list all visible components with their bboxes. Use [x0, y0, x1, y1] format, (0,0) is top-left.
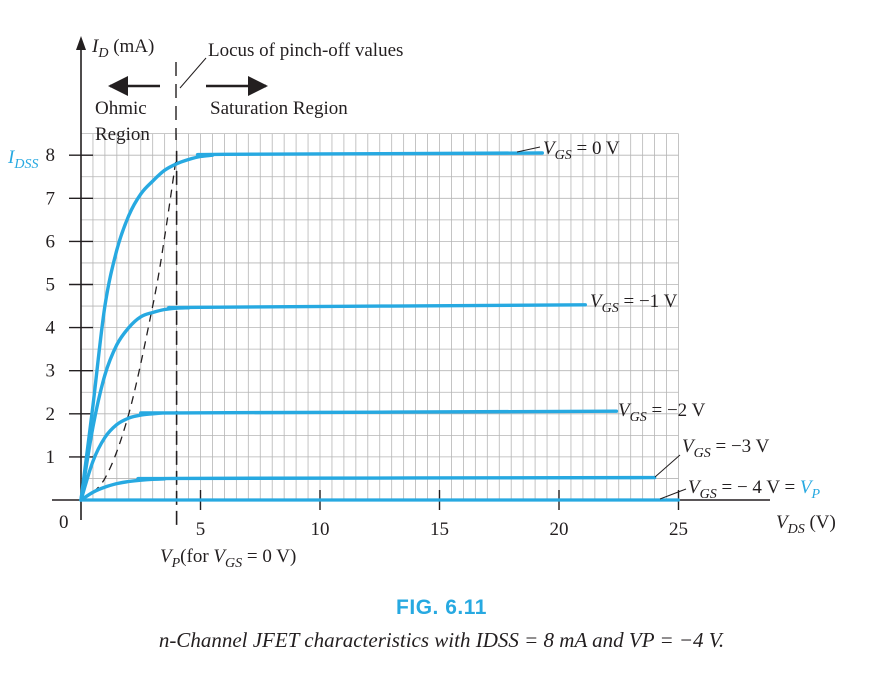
- saturation-region-label: Saturation Region: [210, 98, 348, 119]
- curve-vgs-3: [79, 475, 657, 502]
- curve-vgs-0: [79, 151, 544, 502]
- vp-note: VP(for VGS = 0 V): [160, 546, 296, 571]
- jfet-characteristics-chart: 1 2 3 4 5 6 7 8 5 10 15 20 25 ID (mA) VDS (V) 0 IDS…: [7, 36, 836, 571]
- ohmic-region-label-2: Region: [95, 124, 150, 145]
- y-axis-arrow-icon: [76, 36, 86, 50]
- x-tick-group: 5 10 15 20 25: [196, 490, 688, 540]
- y-tick-group: 1 2 3 4 5 6 7 8: [46, 145, 93, 468]
- ohmic-region-label-1: Ohmic: [95, 98, 147, 119]
- curve-vgs-2: [79, 409, 619, 502]
- y-tick-label: 3: [46, 361, 56, 382]
- y-axis-label: ID (mA): [91, 36, 154, 61]
- series-label-3: VGS = −3 V: [654, 436, 770, 478]
- grid: [80, 133, 679, 500]
- x-tick-label: 5: [196, 519, 206, 540]
- svg-text:VGS = 0 V: VGS = 0 V: [543, 138, 620, 163]
- locus-annotation: Locus of pinch-off values: [208, 40, 403, 61]
- series-label-4: VGS = − 4 V = VP: [659, 477, 821, 502]
- series-label-1: VGS = −1 V: [590, 291, 678, 316]
- series-label-3-leader: [654, 454, 681, 478]
- series-label-2: VGS = −2 V: [618, 400, 706, 425]
- figure-caption: n-Channel JFET characteristics with IDSS…: [158, 628, 725, 652]
- y-tick-label: 8: [46, 145, 56, 166]
- series-label-4-leader: [659, 488, 687, 500]
- y-tick-label: 7: [46, 188, 56, 209]
- svg-text:VGS = −3 V: VGS = −3 V: [682, 436, 770, 461]
- curve-vgs-1: [79, 303, 587, 502]
- curve-group: [79, 151, 681, 502]
- y-tick-label: 4: [46, 318, 56, 339]
- pinch-off-locus: [80, 155, 178, 501]
- x-tick-label: 10: [311, 519, 330, 540]
- x-tick-label: 15: [430, 519, 449, 540]
- y-tick-label: 5: [46, 275, 56, 296]
- svg-text:VGS = −2 V: VGS = −2 V: [618, 400, 706, 425]
- origin-label: 0: [59, 512, 69, 533]
- svg-text:VGS = −1 V: VGS = −1 V: [590, 291, 678, 316]
- x-tick-label: 20: [550, 519, 569, 540]
- svg-text:VGS = − 4 V = VP: VGS = − 4 V = VP: [688, 477, 821, 502]
- x-axis-label: VDS (V): [776, 512, 836, 537]
- locus-leader-line: [179, 57, 207, 89]
- x-tick-label: 25: [669, 519, 688, 540]
- y-tick-label: 6: [46, 231, 56, 252]
- y-tick-label: 2: [46, 404, 56, 425]
- figure-title: FIG. 6.11: [396, 596, 487, 619]
- series-label-0: VGS = 0 V: [516, 138, 620, 163]
- y-tick-label: 1: [46, 447, 56, 468]
- series-label-0-leader: [516, 146, 541, 153]
- idss-label: IDSS: [7, 147, 38, 172]
